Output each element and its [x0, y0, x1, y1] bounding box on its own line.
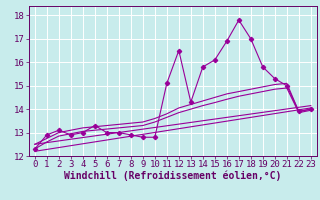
X-axis label: Windchill (Refroidissement éolien,°C): Windchill (Refroidissement éolien,°C)	[64, 171, 282, 181]
